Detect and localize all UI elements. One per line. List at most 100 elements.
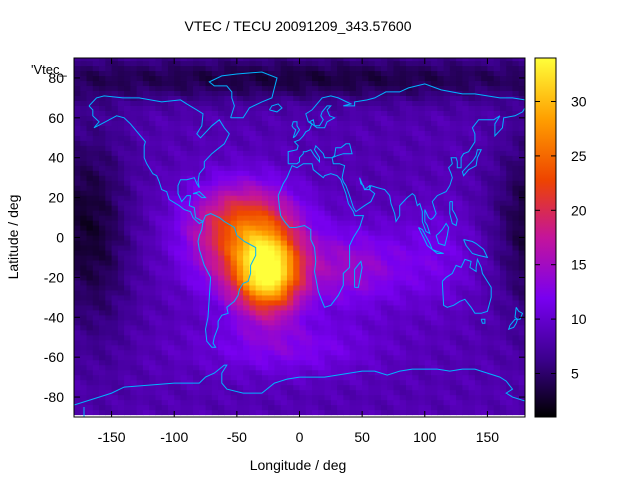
- heatmap-cell: [218, 349, 225, 356]
- heatmap-cell: [487, 269, 495, 276]
- heatmap-cell: [393, 235, 401, 241]
- heatmap-cell: [218, 289, 225, 296]
- heatmap-cell: [330, 394, 338, 401]
- heatmap-cell: [506, 369, 514, 376]
- heatmap-cell: [155, 279, 163, 286]
- heatmap-cell: [80, 230, 88, 236]
- heatmap-cell: [424, 165, 432, 171]
- heatmap-cell: [324, 75, 332, 82]
- heatmap-cell: [130, 404, 138, 411]
- heatmap-cell: [499, 230, 507, 236]
- heatmap-cell: [124, 125, 131, 131]
- heatmap-cell: [268, 105, 276, 111]
- heatmap-cell: [243, 155, 250, 161]
- heatmap-cell: [312, 80, 319, 87]
- heatmap-cell: [199, 210, 207, 216]
- heatmap-cell: [167, 115, 175, 121]
- heatmap-cell: [255, 334, 263, 341]
- heatmap-cell: [218, 304, 225, 311]
- heatmap-cell: [167, 80, 175, 87]
- heatmap-cell: [130, 185, 138, 191]
- heatmap-cell: [443, 409, 451, 416]
- heatmap-cell: [105, 195, 113, 201]
- heatmap-cell: [243, 364, 250, 371]
- heatmap-cell: [418, 309, 426, 316]
- heatmap-cell: [312, 90, 319, 96]
- heatmap-cell: [518, 225, 525, 231]
- heatmap-cell: [506, 115, 514, 121]
- heatmap-cell: [393, 210, 401, 216]
- heatmap-cell: [362, 125, 369, 131]
- heatmap-cell: [224, 319, 232, 326]
- heatmap-cell: [205, 165, 213, 171]
- heatmap-cell: [80, 294, 88, 301]
- heatmap-cell: [337, 284, 344, 291]
- heatmap-cell: [493, 269, 501, 276]
- heatmap-cell: [161, 155, 169, 161]
- heatmap-cell: [487, 319, 495, 326]
- heatmap-cell: [380, 165, 388, 171]
- heatmap-cell: [374, 200, 382, 206]
- heatmap-cell: [155, 354, 163, 361]
- heatmap-cell: [142, 220, 150, 226]
- heatmap-cell: [499, 175, 507, 181]
- heatmap-cell: [506, 264, 514, 271]
- heatmap-cell: [205, 374, 213, 381]
- heatmap-cell: [343, 239, 351, 246]
- heatmap-cell: [286, 274, 294, 281]
- heatmap-cell: [387, 399, 395, 406]
- heatmap-cell: [443, 195, 451, 201]
- heatmap-cell: [274, 225, 282, 231]
- heatmap-cell: [117, 90, 125, 96]
- heatmap-cell: [149, 274, 157, 281]
- heatmap-cell: [368, 155, 376, 161]
- heatmap-cell: [324, 364, 332, 371]
- heatmap-cell: [268, 165, 276, 171]
- heatmap-cell: [117, 180, 125, 186]
- heatmap-cell: [380, 334, 388, 341]
- heatmap-cell: [286, 220, 294, 226]
- heatmap-cell: [349, 294, 357, 301]
- heatmap-cell: [481, 244, 489, 251]
- heatmap-cell: [99, 170, 106, 176]
- heatmap-cell: [205, 379, 213, 386]
- heatmap-cell: [362, 205, 369, 211]
- heatmap-cell: [243, 230, 250, 236]
- heatmap-cell: [424, 75, 432, 82]
- heatmap-cell: [111, 379, 119, 386]
- heatmap-cell: [218, 155, 225, 161]
- heatmap-cell: [374, 130, 382, 136]
- heatmap-cell: [92, 200, 100, 206]
- heatmap-cell: [499, 145, 507, 151]
- heatmap-cell: [130, 269, 138, 276]
- heatmap-cell: [462, 309, 470, 316]
- heatmap-cell: [487, 75, 495, 82]
- heatmap-cell: [299, 115, 307, 121]
- heatmap-cell: [180, 284, 188, 291]
- heatmap-cell: [312, 190, 319, 196]
- heatmap-cell: [243, 269, 250, 276]
- heatmap-cell: [92, 215, 100, 221]
- heatmap-cell: [230, 259, 238, 266]
- heatmap-cell: [368, 299, 376, 306]
- heatmap-cell: [155, 409, 163, 416]
- heatmap-cell: [474, 344, 482, 351]
- heatmap-cell: [493, 389, 501, 396]
- heatmap-cell: [399, 304, 407, 311]
- heatmap-cell: [142, 319, 150, 326]
- heatmap-cell: [155, 145, 163, 151]
- heatmap-cell: [243, 195, 250, 201]
- heatmap-cell: [236, 254, 244, 261]
- heatmap-cell: [424, 369, 432, 376]
- heatmap-cell: [462, 354, 470, 361]
- heatmap-cell: [399, 259, 407, 266]
- heatmap-cell: [493, 70, 501, 77]
- heatmap-cell: [236, 180, 244, 186]
- heatmap-cell: [193, 80, 200, 87]
- heatmap-cell: [418, 220, 426, 226]
- heatmap-cell: [399, 70, 407, 77]
- heatmap-cell: [161, 379, 169, 386]
- heatmap-cell: [318, 205, 326, 211]
- heatmap-cell: [418, 175, 426, 181]
- heatmap-cell: [355, 190, 363, 196]
